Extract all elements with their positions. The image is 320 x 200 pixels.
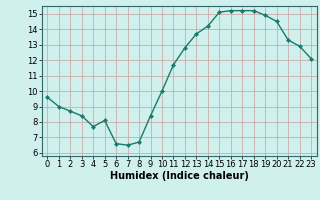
X-axis label: Humidex (Indice chaleur): Humidex (Indice chaleur) [110,171,249,181]
